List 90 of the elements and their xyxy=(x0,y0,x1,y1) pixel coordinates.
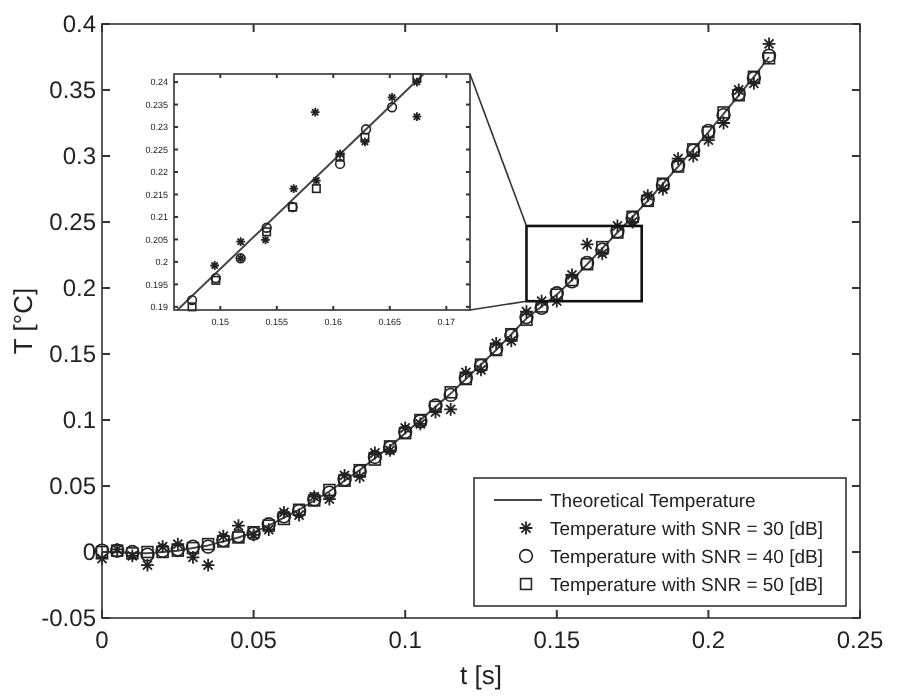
point xyxy=(170,536,186,552)
y-tick-label: -0.05 xyxy=(41,604,97,633)
point xyxy=(685,148,701,164)
point xyxy=(334,158,346,170)
point xyxy=(397,420,413,436)
point xyxy=(94,551,110,566)
point xyxy=(701,132,716,148)
point xyxy=(140,557,155,573)
point xyxy=(504,333,519,349)
y-tick-label: 0.4 xyxy=(62,10,97,39)
point xyxy=(717,106,730,119)
point xyxy=(534,293,549,309)
point xyxy=(428,404,443,420)
point xyxy=(262,227,272,237)
point xyxy=(291,507,307,523)
x-axis-title: t [s] xyxy=(460,660,502,690)
point xyxy=(564,267,580,283)
point xyxy=(231,518,246,533)
point xyxy=(444,386,457,399)
y-tick-label: 0.3 xyxy=(62,142,97,171)
point xyxy=(360,124,372,135)
point xyxy=(746,76,762,91)
point xyxy=(488,336,504,351)
point xyxy=(359,136,371,148)
y-tick-label: 0.25 xyxy=(49,208,97,237)
point xyxy=(443,387,458,403)
point xyxy=(155,539,170,555)
y-axis-title: T [°C] xyxy=(8,287,38,355)
point xyxy=(411,76,423,88)
x-tick-label: 0.1 xyxy=(388,626,423,654)
point xyxy=(311,184,321,194)
point xyxy=(311,175,322,186)
y-tick-label: 0.15 xyxy=(49,340,97,369)
point xyxy=(670,151,686,166)
point xyxy=(520,313,533,326)
y-tick-label: 0 xyxy=(82,538,97,567)
legend-label: Temperature with SNR = 40 [dB] xyxy=(550,547,823,569)
point xyxy=(215,528,231,544)
point xyxy=(352,469,368,485)
point xyxy=(334,148,346,160)
point xyxy=(200,557,216,573)
point xyxy=(261,522,277,537)
x-tick-label: 0.05 xyxy=(230,626,278,654)
point xyxy=(762,52,776,65)
point xyxy=(235,236,246,247)
point xyxy=(386,92,398,103)
point xyxy=(186,294,198,306)
point xyxy=(335,152,345,162)
legend-label: Theoretical Temperature xyxy=(550,491,756,513)
point xyxy=(411,111,423,122)
point xyxy=(610,218,625,234)
y-tick-label: 0.05 xyxy=(49,472,97,501)
point xyxy=(594,246,610,261)
legend-label: Temperature with SNR = 30 [dB] xyxy=(550,519,823,541)
point xyxy=(368,453,382,466)
y-tick-label: 0.35 xyxy=(49,76,97,105)
point xyxy=(761,36,777,52)
point xyxy=(731,82,747,98)
point xyxy=(640,188,656,203)
y-tick-label: 0.2 xyxy=(62,274,97,303)
point xyxy=(458,365,474,380)
point xyxy=(261,222,272,233)
x-tick-label: 0.25 xyxy=(836,626,884,654)
point xyxy=(519,309,534,325)
point xyxy=(209,260,220,271)
point xyxy=(761,48,777,63)
point xyxy=(625,214,640,230)
point xyxy=(412,73,422,83)
point xyxy=(185,549,201,565)
point xyxy=(443,402,458,417)
point xyxy=(125,548,140,564)
point xyxy=(322,491,337,507)
point xyxy=(309,106,321,118)
point xyxy=(187,302,197,312)
point xyxy=(367,445,383,461)
point xyxy=(716,107,731,123)
point xyxy=(386,102,398,113)
point xyxy=(360,132,370,142)
point xyxy=(716,115,731,131)
x-tick-label: 0.2 xyxy=(691,626,726,654)
point xyxy=(579,237,595,252)
point xyxy=(337,468,352,483)
point xyxy=(276,505,292,520)
point xyxy=(519,304,534,320)
x-tick-label: 0.15 xyxy=(533,626,581,654)
point xyxy=(288,183,300,194)
y-tick-label: 0.1 xyxy=(62,406,97,435)
legend-label: Temperature with SNR = 50 [dB] xyxy=(550,575,823,597)
point xyxy=(655,181,671,197)
point xyxy=(473,362,489,378)
